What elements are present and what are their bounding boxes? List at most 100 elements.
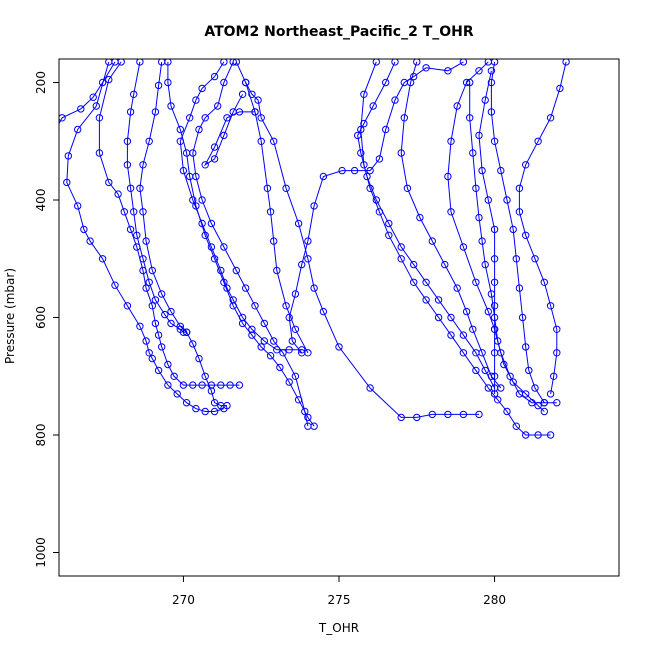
data-point bbox=[117, 59, 125, 66]
data-point bbox=[397, 149, 405, 157]
data-point bbox=[207, 243, 216, 251]
series-line bbox=[288, 61, 464, 354]
data-point bbox=[80, 225, 88, 234]
data-point bbox=[304, 422, 312, 430]
data-point bbox=[164, 360, 172, 369]
data-point bbox=[540, 399, 548, 407]
data-point bbox=[98, 255, 107, 263]
data-point bbox=[74, 202, 82, 210]
data-point bbox=[553, 349, 561, 357]
data-point bbox=[490, 225, 499, 234]
data-point bbox=[266, 208, 275, 216]
series-line bbox=[478, 70, 496, 394]
data-point bbox=[506, 372, 514, 380]
y-tick-label: 800 bbox=[34, 424, 48, 447]
data-point bbox=[148, 354, 157, 363]
data-point bbox=[525, 366, 533, 375]
series-line bbox=[490, 61, 545, 403]
data-point bbox=[512, 422, 520, 430]
data-point bbox=[369, 102, 377, 110]
data-point bbox=[410, 260, 418, 269]
data-point bbox=[540, 278, 548, 286]
data-point bbox=[372, 196, 380, 204]
data-point bbox=[301, 407, 309, 416]
data-point bbox=[487, 290, 496, 298]
data-point bbox=[145, 349, 153, 357]
data-point bbox=[214, 102, 222, 110]
data-point bbox=[546, 390, 555, 398]
data-point bbox=[98, 78, 107, 87]
data-point bbox=[201, 372, 209, 380]
data-point bbox=[444, 172, 452, 181]
data-point bbox=[95, 149, 104, 157]
data-point bbox=[242, 284, 250, 292]
data-point bbox=[357, 125, 365, 134]
data-point bbox=[189, 381, 197, 389]
y-tick-label: 1000 bbox=[34, 537, 48, 568]
chart-title: ATOM2 Northeast_Pacific_2 T_OHR bbox=[204, 24, 474, 40]
data-point bbox=[304, 413, 312, 422]
data-point bbox=[288, 337, 296, 345]
data-point bbox=[304, 237, 312, 245]
data-point bbox=[447, 137, 455, 146]
data-point bbox=[397, 255, 405, 263]
data-point bbox=[503, 196, 511, 204]
data-point bbox=[92, 102, 101, 110]
x-axis: 270 275 280 bbox=[172, 576, 506, 607]
data-point bbox=[553, 325, 561, 333]
data-point bbox=[422, 278, 430, 286]
data-point bbox=[413, 59, 421, 66]
series-14 bbox=[397, 59, 505, 392]
data-point bbox=[391, 59, 399, 66]
data-point bbox=[232, 59, 240, 66]
x-tick-label: 280 bbox=[483, 593, 506, 607]
data-point bbox=[282, 302, 290, 310]
data-point bbox=[487, 78, 496, 87]
data-point bbox=[546, 431, 555, 439]
series-line bbox=[179, 61, 302, 351]
data-point bbox=[522, 231, 530, 240]
data-point bbox=[179, 381, 188, 389]
data-point bbox=[310, 202, 318, 210]
data-point bbox=[139, 161, 147, 169]
data-point bbox=[238, 90, 247, 99]
data-point bbox=[201, 114, 209, 122]
series-5 bbox=[136, 59, 231, 410]
data-point bbox=[403, 184, 412, 193]
data-point bbox=[422, 64, 430, 72]
data-point bbox=[466, 78, 474, 87]
data-point bbox=[257, 343, 265, 351]
data-point bbox=[494, 396, 502, 404]
data-point bbox=[136, 184, 144, 193]
data-point bbox=[161, 310, 169, 319]
data-point bbox=[182, 399, 191, 407]
data-point bbox=[478, 166, 486, 175]
series-line bbox=[235, 61, 309, 354]
data-point bbox=[298, 260, 306, 269]
data-point bbox=[257, 137, 265, 146]
data-point bbox=[111, 281, 119, 289]
data-point bbox=[201, 161, 209, 169]
data-point bbox=[410, 278, 418, 286]
data-point bbox=[192, 404, 200, 413]
data-point bbox=[130, 208, 138, 216]
data-point bbox=[217, 266, 225, 275]
data-point bbox=[363, 172, 371, 181]
data-point bbox=[235, 381, 244, 389]
data-point bbox=[164, 78, 172, 87]
data-point bbox=[123, 161, 132, 169]
data-point bbox=[223, 114, 231, 122]
data-point bbox=[459, 410, 468, 419]
y-axis-label: Pressure (mbar) bbox=[3, 268, 17, 364]
data-point bbox=[195, 125, 203, 134]
data-point bbox=[139, 255, 147, 263]
data-point bbox=[400, 114, 408, 122]
data-point bbox=[291, 372, 300, 380]
data-point bbox=[189, 340, 197, 348]
data-point bbox=[186, 114, 194, 122]
data-point bbox=[105, 75, 113, 84]
data-point bbox=[179, 166, 188, 175]
data-point bbox=[142, 337, 150, 345]
